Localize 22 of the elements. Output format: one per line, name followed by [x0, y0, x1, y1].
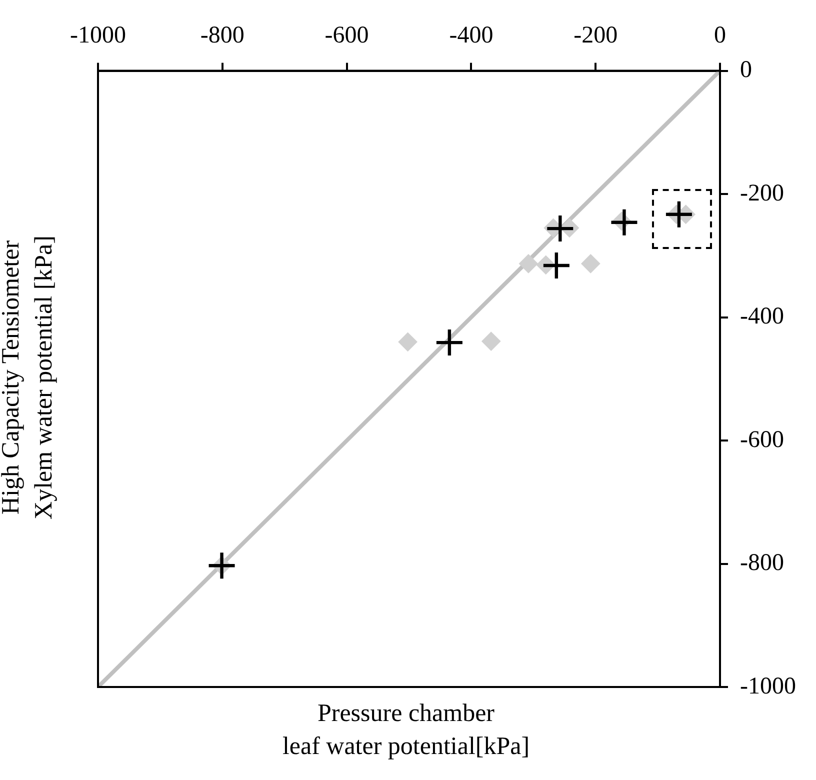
- point: [581, 254, 600, 274]
- x-tick-label: 0: [714, 22, 726, 49]
- y-tick-label: -800: [740, 550, 784, 576]
- point: [518, 254, 538, 274]
- x-tick-label: -800: [200, 22, 244, 49]
- x-tick-label: -200: [574, 22, 618, 49]
- y-tick-label: -200: [740, 180, 784, 206]
- point: [436, 330, 462, 356]
- y-tick-label: -600: [740, 426, 784, 453]
- y-tick-label: -400: [740, 304, 784, 330]
- point: [611, 209, 638, 236]
- x-axis-title: Pressure chamber leaf water potential[kPa]: [281, 699, 531, 762]
- point: [547, 216, 574, 242]
- x-tick-label: -1000: [70, 22, 126, 49]
- y-axis-title: High Capacity Tensiometer Xylem water potential [kPa]: [0, 234, 58, 522]
- x-tick-label: -600: [324, 22, 369, 49]
- point: [543, 252, 570, 279]
- y-tick-label: 0: [740, 57, 752, 84]
- point: [482, 332, 501, 351]
- x-tick-label: -400: [449, 22, 494, 49]
- point: [398, 332, 418, 352]
- y-tick-label: -1000: [740, 673, 796, 700]
